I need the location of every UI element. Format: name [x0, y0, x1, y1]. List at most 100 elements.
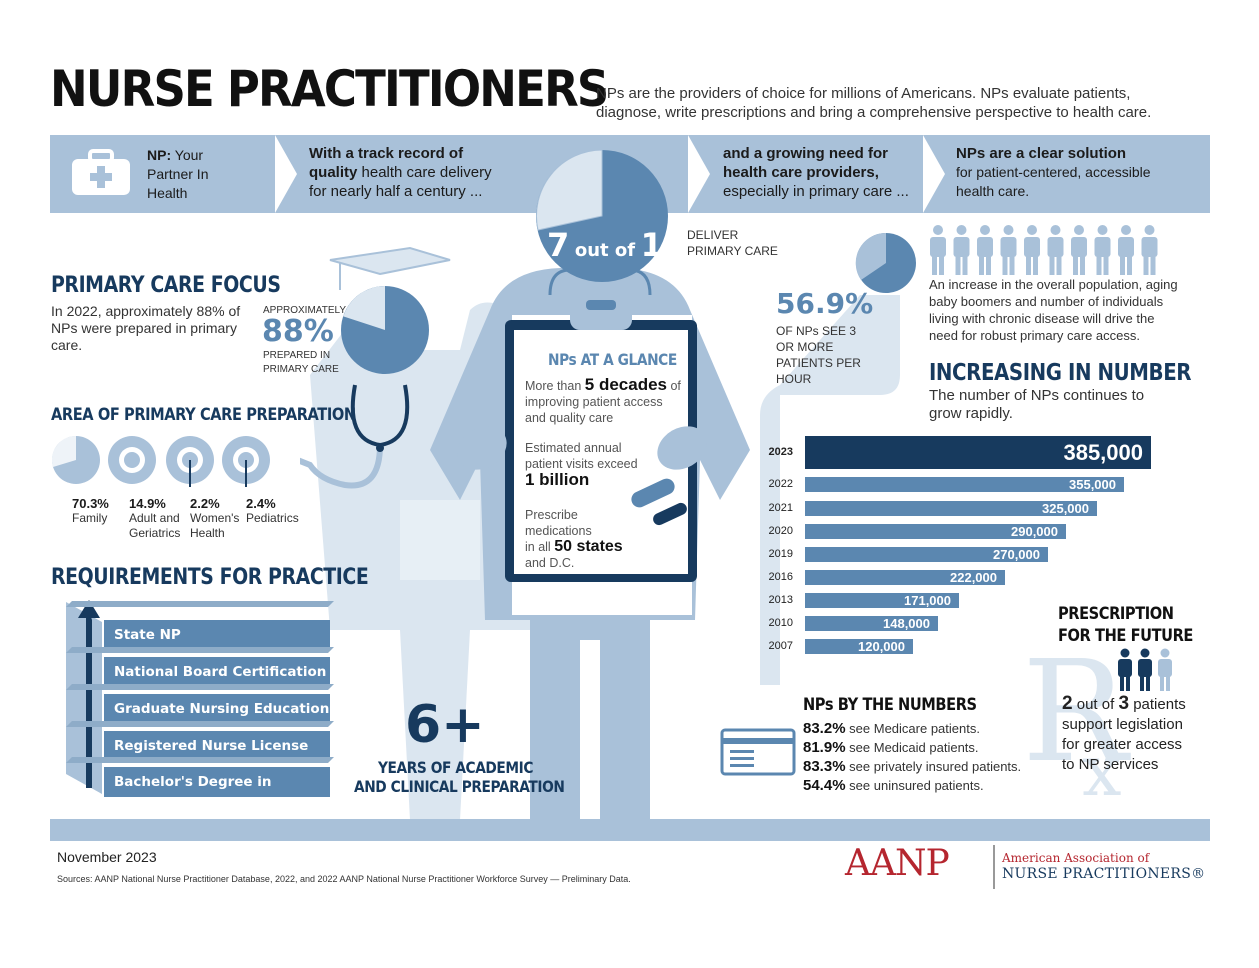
patients-label1: OF NPs SEE 3 [776, 324, 857, 338]
top-band: NP: Your Partner In Health With a track … [50, 135, 1210, 213]
bar [805, 524, 1066, 539]
book-top-1 [66, 601, 334, 607]
requirement-item-graduate: Graduate Nursing Education [104, 694, 330, 724]
glance-more-than: More than [525, 379, 582, 393]
seven-num: 7 [547, 226, 570, 264]
prescription-heading1: PRESCRIPTION [1058, 604, 1174, 624]
growth-bar-chart: 2023 385,000 2022 355,000 2021 325,000 2020 290… [750, 436, 1170, 661]
prescription-n1: 2 [1062, 693, 1073, 714]
band-half-century: for nearly half a century ... [309, 183, 483, 200]
bar [805, 477, 1124, 492]
footer-sources: Sources: AANP National Nurse Practitione… [57, 874, 631, 884]
glance-states: 50 states [554, 538, 623, 555]
bar-year-label: 2021 [768, 501, 793, 514]
area-label-adult2: Geriatrics [129, 526, 181, 540]
area-label-women2: Health [190, 526, 225, 540]
three-people-icon [1118, 648, 1172, 691]
bar-value-label: 171,000 [904, 593, 951, 608]
area-label-pediatrics: Pediatrics [246, 511, 299, 525]
band-np-rest: Your [174, 147, 204, 163]
band-np-line3: Health [147, 185, 188, 201]
area-pct-adult: 14.9% [129, 496, 166, 511]
seven-num2: 10 [640, 226, 686, 264]
bar [805, 593, 959, 608]
patient-silhouette [760, 295, 900, 685]
requirement-item-board: National Board Certification [104, 657, 330, 687]
patients-label4: HOUR [776, 372, 812, 386]
band-track-bold: With a track record of [309, 145, 464, 162]
bar-year-label: 2022 [768, 477, 793, 490]
seven-label1: DELIVER [687, 228, 739, 242]
glance-prescribe: Prescribe [525, 508, 578, 522]
band-np-line2: Partner In [147, 166, 209, 182]
bar [805, 501, 1097, 516]
glance-estimated: Estimated annual [525, 441, 622, 455]
primary-care-pie [341, 286, 429, 374]
book-top-5 [66, 757, 334, 763]
numbers-pct-uninsured: 54.4% [803, 777, 846, 794]
band-quality-rest: health care delivery [361, 164, 492, 181]
numbers-text-medicaid: see Medicaid patients. [849, 740, 979, 755]
area-heading: AREA OF PRIMARY CARE PREPARATION [51, 405, 356, 425]
pie-label-top: APPROXIMATELY [263, 305, 346, 316]
numbers-pct-private: 83.3% [803, 758, 846, 775]
bar-value-label: 120,000 [858, 639, 905, 654]
page-title: NURSE PRACTITIONERS [50, 60, 609, 118]
books-stack [66, 600, 102, 794]
band-providers-bold: health care providers, [723, 164, 879, 181]
bar-value-label: 290,000 [1011, 524, 1058, 539]
org-name-line1: American Association of [1002, 851, 1150, 865]
seven-label2: PRIMARY CARE [687, 244, 778, 258]
band-primary-care: especially in primary care ... [723, 183, 909, 200]
area-pct-family: 70.3% [72, 496, 109, 511]
patients-pie [855, 232, 916, 293]
prep-line2: AND CLINICAL PREPARATION [354, 777, 565, 796]
bar [805, 570, 1005, 585]
bar-value-label: 325,000 [1042, 501, 1089, 516]
seven-of-ten-pie [536, 149, 668, 282]
medical-kit-icon [70, 149, 132, 197]
band-solution-line2: for patient-centered, accessible [956, 164, 1151, 180]
bar-year-label: 2007 [768, 639, 793, 652]
requirement-item-rn: Registered Nurse License [104, 731, 330, 761]
intro-text: NPs are the providers of choice for mill… [596, 85, 1152, 121]
footer-date: November 2023 [57, 849, 157, 865]
area-label-family: Family [72, 511, 108, 525]
band-solution-bold: NPs are a clear solution [956, 145, 1127, 162]
prep-big-number: 6+ [405, 695, 485, 755]
bar-value-label: 270,000 [993, 547, 1040, 562]
band-solution-line3: health care. [956, 183, 1030, 199]
logo-divider [993, 845, 995, 889]
glance-decades: 5 decades [584, 375, 667, 394]
pill-icon [631, 478, 687, 526]
nurse-illustration [300, 246, 780, 820]
growth-subtitle: The number of NPs continues to grow rapi… [929, 387, 1145, 422]
prescription-line2: support legislation [1062, 716, 1183, 733]
bar-year-label: 2013 [768, 593, 793, 606]
area-label-adult1: Adult and [129, 511, 180, 525]
area-label-women1: Women's [190, 511, 240, 525]
area-pct-pediatrics: 2.4% [246, 496, 276, 511]
bar-value-label: 355,000 [1069, 477, 1116, 492]
aanp-logo: AANP [845, 843, 950, 884]
bar [805, 547, 1048, 562]
glance-in-all: in all [525, 540, 551, 554]
numbers-text-medicare: see Medicare patients. [849, 721, 980, 736]
glance-of: of [670, 379, 681, 393]
insurance-card-icon [720, 728, 796, 776]
book-top-3 [66, 684, 334, 690]
book-top-4 [66, 721, 334, 727]
glance-dc: and D.C. [525, 556, 575, 570]
glance-improving: improving patient access [525, 395, 663, 409]
glance-billion: 1 billion [525, 470, 590, 489]
band-np-bold: NP: [147, 147, 172, 163]
book-top-2 [66, 647, 334, 653]
growth-heading: INCREASING IN NUMBER [929, 360, 1192, 386]
requirements-heading: REQUIREMENTS FOR PRACTICE [51, 565, 369, 590]
footer-band [50, 819, 1210, 841]
patients-label2: OR MORE [776, 340, 834, 354]
prescription-heading2: FOR THE FUTURE [1058, 626, 1193, 646]
pie-value: 88% [262, 314, 334, 349]
bar [805, 436, 1151, 469]
prescription-mid: out of [1076, 696, 1115, 713]
